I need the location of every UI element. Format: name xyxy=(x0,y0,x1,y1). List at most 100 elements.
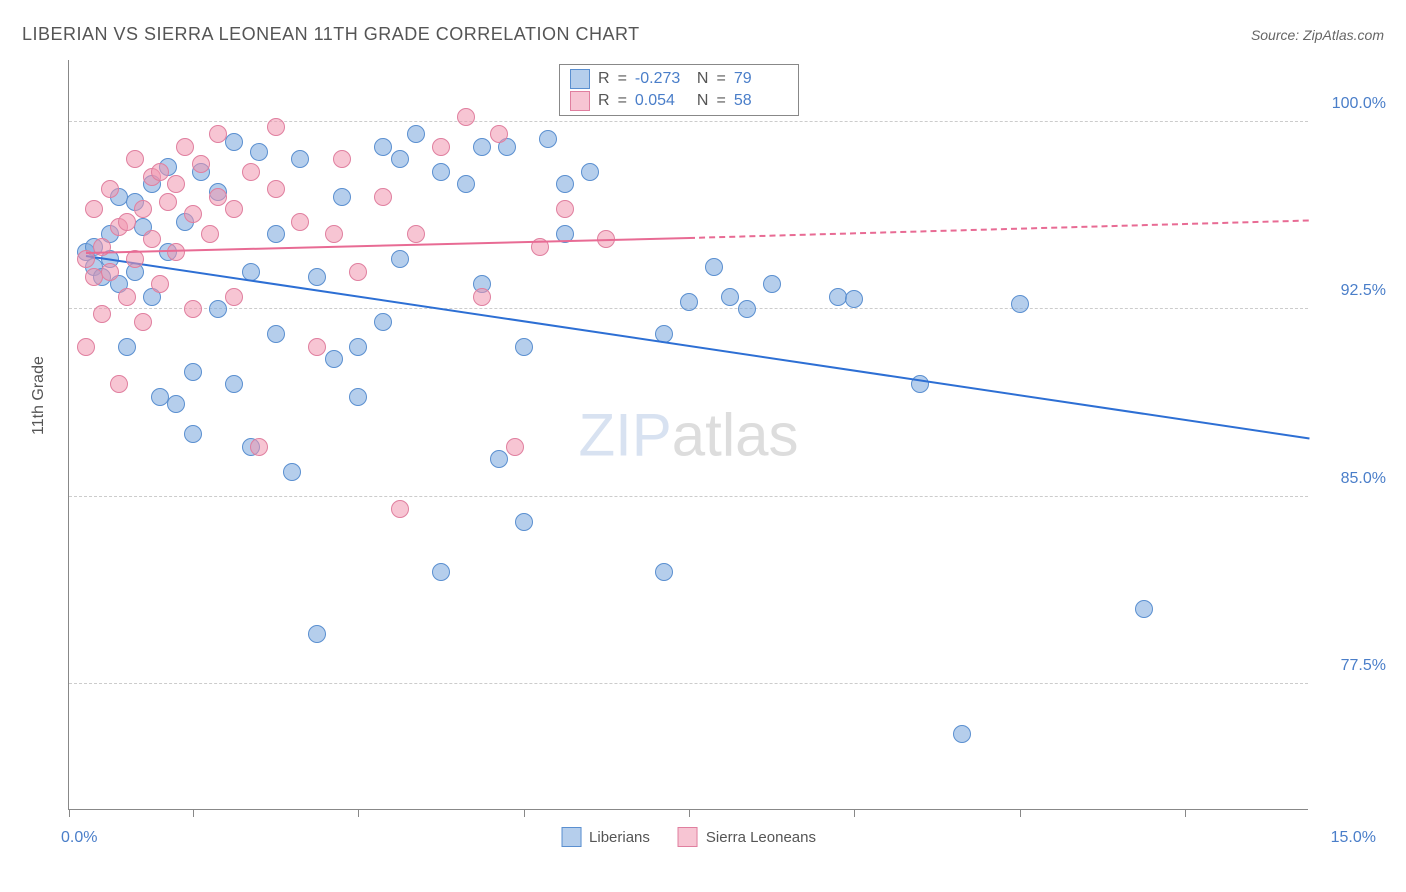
y-tick-label: 100.0% xyxy=(1316,95,1386,113)
scatter-point xyxy=(308,625,326,643)
grid-line xyxy=(69,496,1308,497)
scatter-point xyxy=(110,375,128,393)
scatter-point xyxy=(291,150,309,168)
scatter-point xyxy=(515,338,533,356)
source-attribution: Source: ZipAtlas.com xyxy=(1251,27,1384,43)
scatter-point xyxy=(209,300,227,318)
scatter-point xyxy=(705,258,723,276)
scatter-point xyxy=(1011,295,1029,313)
scatter-point xyxy=(267,225,285,243)
scatter-point xyxy=(118,338,136,356)
scatter-point xyxy=(333,188,351,206)
scatter-point xyxy=(581,163,599,181)
scatter-point xyxy=(151,163,169,181)
scatter-point xyxy=(473,288,491,306)
correlation-stats-box: R = -0.273 N = 79 R = 0.054 N = 58 xyxy=(559,64,799,116)
scatter-point xyxy=(225,200,243,218)
scatter-point xyxy=(184,205,202,223)
scatter-point xyxy=(333,150,351,168)
scatter-point xyxy=(184,363,202,381)
scatter-point xyxy=(349,263,367,281)
equals: = xyxy=(618,92,627,110)
x-axis-min-label: 0.0% xyxy=(61,829,97,847)
scatter-point xyxy=(225,375,243,393)
scatter-point xyxy=(184,300,202,318)
r-label: R xyxy=(598,70,610,88)
scatter-point xyxy=(953,725,971,743)
equals: = xyxy=(716,70,725,88)
scatter-point xyxy=(85,200,103,218)
scatter-point xyxy=(515,513,533,531)
scatter-point xyxy=(1135,600,1153,618)
scatter-point xyxy=(93,305,111,323)
scatter-point xyxy=(118,213,136,231)
scatter-point xyxy=(763,275,781,293)
legend-label-sierra: Sierra Leoneans xyxy=(706,829,816,846)
scatter-point xyxy=(184,425,202,443)
scatter-point xyxy=(77,338,95,356)
scatter-point xyxy=(225,288,243,306)
trend-line-0 xyxy=(85,255,1309,439)
scatter-point xyxy=(209,188,227,206)
scatter-point xyxy=(539,130,557,148)
scatter-point xyxy=(374,138,392,156)
scatter-point xyxy=(283,463,301,481)
scatter-point xyxy=(176,138,194,156)
grid-line xyxy=(69,121,1308,122)
scatter-point xyxy=(85,268,103,286)
r-label: R xyxy=(598,92,610,110)
scatter-point xyxy=(151,388,169,406)
scatter-point xyxy=(134,200,152,218)
watermark-part2: atlas xyxy=(672,401,799,468)
scatter-point xyxy=(845,290,863,308)
scatter-point xyxy=(167,175,185,193)
legend-item-liberians: Liberians xyxy=(561,827,650,847)
scatter-point xyxy=(250,438,268,456)
y-tick-label: 77.5% xyxy=(1316,657,1386,675)
scatter-point xyxy=(738,300,756,318)
n-label: N xyxy=(697,70,709,88)
n-value-sierra: 58 xyxy=(734,92,788,110)
legend: Liberians Sierra Leoneans xyxy=(561,827,816,847)
plot-area: ZIPatlas R = -0.273 N = 79 R = 0.054 N =… xyxy=(68,60,1308,810)
scatter-point xyxy=(308,268,326,286)
scatter-point xyxy=(457,108,475,126)
equals: = xyxy=(618,70,627,88)
x-tick xyxy=(193,809,194,817)
r-value-sierra: 0.054 xyxy=(635,92,689,110)
scatter-point xyxy=(291,213,309,231)
scatter-point xyxy=(242,163,260,181)
scatter-point xyxy=(118,288,136,306)
swatch-liberians xyxy=(570,69,590,89)
scatter-point xyxy=(250,143,268,161)
r-value-liberians: -0.273 xyxy=(635,70,689,88)
stats-row-liberians: R = -0.273 N = 79 xyxy=(570,69,788,89)
scatter-point xyxy=(721,288,739,306)
scatter-point xyxy=(490,450,508,468)
scatter-point xyxy=(407,125,425,143)
scatter-point xyxy=(374,313,392,331)
x-tick xyxy=(854,809,855,817)
scatter-point xyxy=(473,138,491,156)
scatter-point xyxy=(490,125,508,143)
x-tick xyxy=(524,809,525,817)
watermark-part1: ZIP xyxy=(578,401,671,468)
x-tick xyxy=(358,809,359,817)
scatter-point xyxy=(267,180,285,198)
scatter-point xyxy=(556,175,574,193)
scatter-point xyxy=(267,118,285,136)
scatter-point xyxy=(407,225,425,243)
watermark: ZIPatlas xyxy=(578,400,798,469)
x-tick xyxy=(1185,809,1186,817)
y-axis-title: 11th Grade xyxy=(30,356,48,435)
scatter-point xyxy=(101,263,119,281)
scatter-point xyxy=(829,288,847,306)
x-tick xyxy=(69,809,70,817)
scatter-point xyxy=(225,133,243,151)
scatter-point xyxy=(556,200,574,218)
x-tick xyxy=(1020,809,1021,817)
scatter-point xyxy=(374,188,392,206)
scatter-point xyxy=(432,563,450,581)
y-tick-label: 85.0% xyxy=(1316,470,1386,488)
scatter-point xyxy=(506,438,524,456)
